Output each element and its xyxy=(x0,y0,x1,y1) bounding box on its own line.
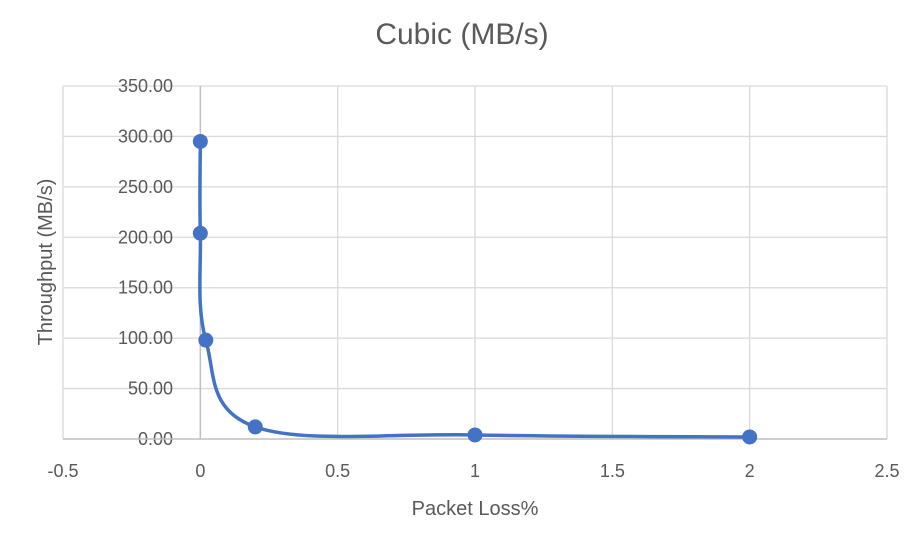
x-tick-label: 1.5 xyxy=(600,461,625,481)
x-tick-label: 0 xyxy=(195,461,205,481)
data-point xyxy=(467,427,483,443)
y-tick-label: 50.00 xyxy=(128,379,173,399)
x-tick-label: 1 xyxy=(470,461,480,481)
y-tick-label: 150.00 xyxy=(118,278,173,298)
grid-layer xyxy=(62,85,888,439)
x-tick-label: 2 xyxy=(745,461,755,481)
x-tick-label: -0.5 xyxy=(47,461,78,481)
x-tick-label: 0.5 xyxy=(325,461,350,481)
data-point xyxy=(247,419,263,435)
y-tick-label: 200.00 xyxy=(118,227,173,247)
x-axis-label: Packet Loss% xyxy=(412,498,539,520)
axis-layer: 0.0050.00100.00150.00200.00250.00300.003… xyxy=(47,76,899,481)
y-tick-label: 100.00 xyxy=(118,328,173,348)
y-tick-label: 350.00 xyxy=(118,76,173,96)
chart-title: Cubic (MB/s) xyxy=(375,18,548,51)
x-tick-label: 2.5 xyxy=(874,461,899,481)
data-point xyxy=(742,429,758,445)
series-layer xyxy=(192,133,758,445)
data-point xyxy=(198,332,214,348)
y-tick-label: 250.00 xyxy=(118,177,173,197)
data-point xyxy=(192,225,208,241)
y-axis-label: Throughput (MB/s) xyxy=(35,179,57,346)
y-tick-label: 300.00 xyxy=(118,126,173,146)
data-point xyxy=(192,133,208,149)
